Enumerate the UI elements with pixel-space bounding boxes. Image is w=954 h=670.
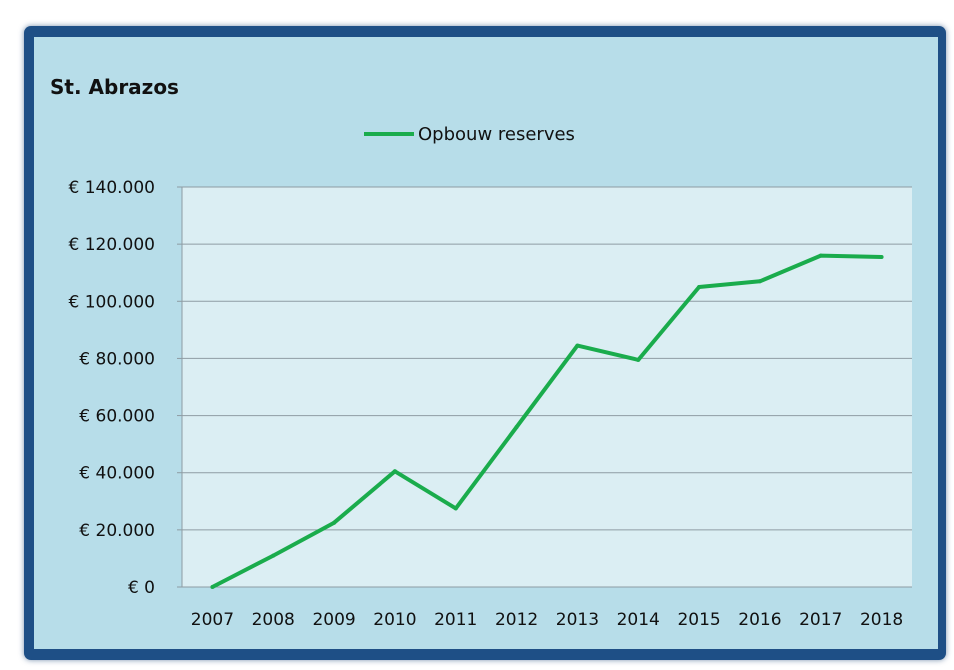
x-tick-label: 2014 (617, 610, 660, 630)
x-tick-label: 2013 (556, 610, 599, 630)
series-group (210, 253, 884, 589)
x-tick-label: 2018 (860, 610, 903, 630)
x-tick-label: 2015 (677, 610, 720, 630)
y-tick-label: € 100.000 (68, 292, 155, 312)
data-point (332, 520, 337, 525)
series-line-opbouw-reserves (211, 253, 882, 589)
data-point (271, 553, 276, 558)
x-tick-label: 2010 (373, 610, 416, 630)
y-tick-label: € 140.000 (68, 178, 155, 198)
x-tick-label: 2016 (738, 610, 781, 630)
y-tick-label: € 80.000 (79, 349, 155, 369)
y-tick-label: € 60.000 (79, 407, 155, 427)
x-tick-label: 2011 (434, 610, 477, 630)
chart-legend: Opbouw reserves (364, 121, 575, 147)
x-axis-ticks: 2007 2008 2009 2010 2011 2012 2013 2014 2015 2016… (191, 610, 903, 630)
x-tick-label: 2017 (799, 610, 842, 630)
legend-swatch (364, 132, 414, 136)
data-point (757, 279, 762, 284)
data-point (879, 255, 884, 259)
y-tick-label: € 40.000 (79, 464, 155, 484)
data-point (453, 506, 458, 511)
legend-label: Opbouw reserves (418, 123, 575, 145)
data-point (210, 585, 215, 589)
x-tick-label: 2007 (191, 610, 234, 630)
data-point (514, 425, 519, 429)
x-tick-label: 2008 (252, 610, 295, 630)
y-tick-label: € 20.000 (79, 521, 155, 541)
data-point (575, 343, 580, 348)
gridlines (177, 186, 912, 588)
chart-title: St. Abrazos (50, 75, 179, 99)
y-tick-label: € 0 (128, 578, 155, 598)
data-point (697, 285, 702, 289)
data-point (636, 357, 641, 362)
data-point (818, 253, 823, 258)
x-tick-label: 2009 (312, 610, 355, 630)
y-tick-label: € 120.000 (68, 235, 155, 255)
data-point (392, 469, 397, 474)
y-axis-ticks: € 0 € 20.000 € 40.000 € 60.000 € 80.000 € 100… (68, 178, 155, 598)
x-tick-label: 2012 (495, 610, 538, 630)
